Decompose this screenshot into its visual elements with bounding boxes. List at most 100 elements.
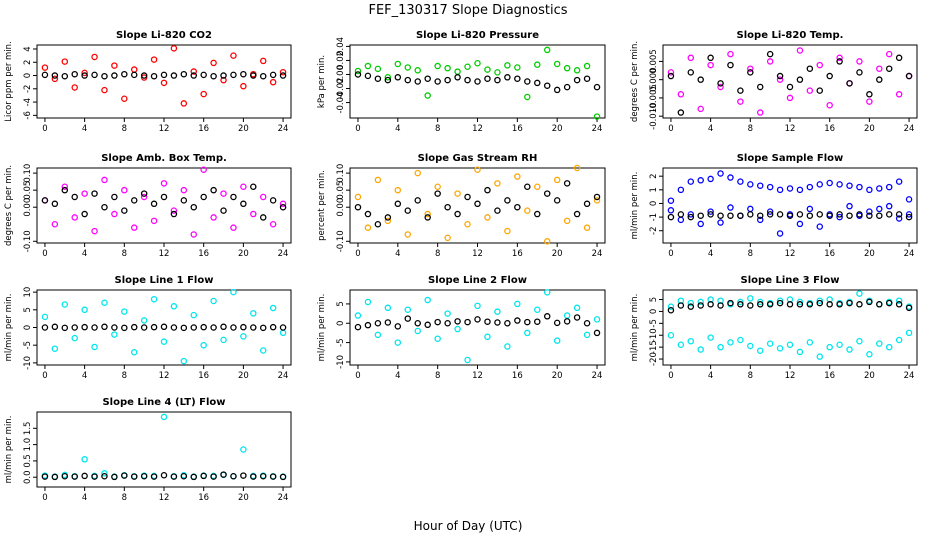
data-point: [806, 212, 814, 219]
data-point: [121, 95, 128, 103]
data-point: [71, 84, 78, 91]
x-tick-label: 4: [708, 249, 713, 259]
data-point: [121, 472, 128, 479]
y-tick-label: -0.02: [336, 78, 346, 100]
y-tick-label: 10: [23, 287, 33, 298]
series-all: [41, 166, 287, 238]
data-point: [796, 76, 804, 83]
data-point: [553, 86, 561, 94]
data-point: [434, 318, 441, 326]
data-point: [464, 193, 471, 201]
x-tick-label: 12: [472, 371, 483, 381]
data-point: [210, 59, 217, 67]
data-point: [737, 87, 744, 94]
data-point: [856, 301, 863, 308]
data-point: [170, 45, 178, 52]
x-tick-label: 8: [122, 371, 127, 381]
data-point: [553, 337, 561, 344]
data-point: [866, 98, 873, 105]
data-point: [697, 220, 704, 228]
y-tick-label: 0.00: [23, 198, 33, 217]
data-point: [484, 75, 491, 82]
y-tick-label: 0.10: [23, 164, 33, 183]
data-point: [836, 58, 843, 65]
data-point: [454, 318, 461, 325]
data-point: [250, 473, 257, 480]
data-point: [259, 347, 267, 354]
data-point: [101, 472, 108, 480]
data-point: [504, 74, 511, 81]
data-point: [836, 54, 843, 62]
data-point: [240, 472, 247, 479]
x-tick-label: 4: [82, 371, 87, 381]
data-point: [876, 205, 883, 213]
data-point: [434, 78, 441, 85]
data-point: [160, 79, 168, 87]
data-point: [866, 212, 873, 219]
data-point: [707, 211, 714, 218]
plot-frame: [662, 44, 918, 119]
data-point: [364, 210, 372, 218]
x-tick-label: 24: [278, 124, 289, 134]
data-point: [905, 213, 913, 221]
plot-frame: [349, 167, 606, 244]
data-point: [240, 183, 247, 190]
data-point: [250, 310, 257, 317]
y-tick-label: 0: [649, 309, 659, 314]
data-point: [717, 343, 724, 351]
y-tick-label: -0.10: [336, 230, 346, 252]
data-point: [677, 302, 685, 309]
y-tick-label: 5: [23, 307, 33, 312]
data-point: [269, 78, 277, 86]
y-axis-label: ml/min per min.: [317, 294, 327, 362]
data-point: [553, 176, 561, 184]
data-point: [230, 52, 237, 59]
chart-panel-3: Slope Li-820 Temp. 0 4 8 12 16 20 24 -0.010-0.00…: [630, 30, 918, 134]
data-point: [404, 231, 412, 238]
plot-frame: [349, 44, 606, 119]
data-point: [697, 76, 704, 83]
data-point: [776, 345, 784, 352]
x-tick-label: 4: [82, 493, 87, 503]
data-point: [434, 335, 441, 342]
data-point: [484, 333, 491, 341]
data-point: [727, 299, 734, 307]
data-point: [737, 336, 744, 344]
x-tick-label: 20: [552, 249, 563, 259]
data-point: [563, 64, 571, 72]
data-point: [484, 214, 491, 221]
data-point: [81, 472, 88, 480]
data-point: [364, 298, 372, 306]
x-tick-label: 4: [395, 249, 400, 259]
data-point: [905, 304, 913, 312]
data-point: [543, 82, 551, 89]
data-point: [593, 197, 601, 204]
data-point: [160, 472, 168, 479]
data-point: [766, 211, 774, 218]
data-point: [81, 72, 88, 79]
data-point: [866, 351, 873, 358]
data-point: [140, 317, 148, 324]
data-point: [474, 60, 481, 67]
x-tick-label: 12: [159, 124, 170, 134]
data-point: [474, 200, 481, 208]
data-point: [230, 324, 237, 331]
y-axis-label: degrees C per min.: [630, 41, 640, 122]
data-point: [150, 295, 158, 303]
data-point: [474, 78, 481, 85]
data-point: [474, 302, 481, 310]
data-point: [846, 299, 853, 307]
data-point: [905, 211, 913, 218]
data-point: [424, 75, 431, 82]
chart-panel-2: Slope Li-820 Pressure 0 4 8 12 16 20 24 -0.04-0.…: [317, 30, 606, 134]
data-point: [414, 78, 421, 85]
series-mean: [41, 70, 287, 80]
x-tick-label: 0: [355, 124, 360, 134]
data-point: [667, 72, 675, 80]
data-point: [121, 207, 128, 214]
data-point: [454, 325, 461, 333]
chart-panel-4: Slope Amb. Box Temp. 0 4 8 12 16 20 24 -0.10 0.00…: [4, 153, 292, 259]
y-tick-label: 0.0: [23, 470, 33, 484]
data-point: [354, 71, 362, 78]
data-point: [394, 60, 402, 68]
